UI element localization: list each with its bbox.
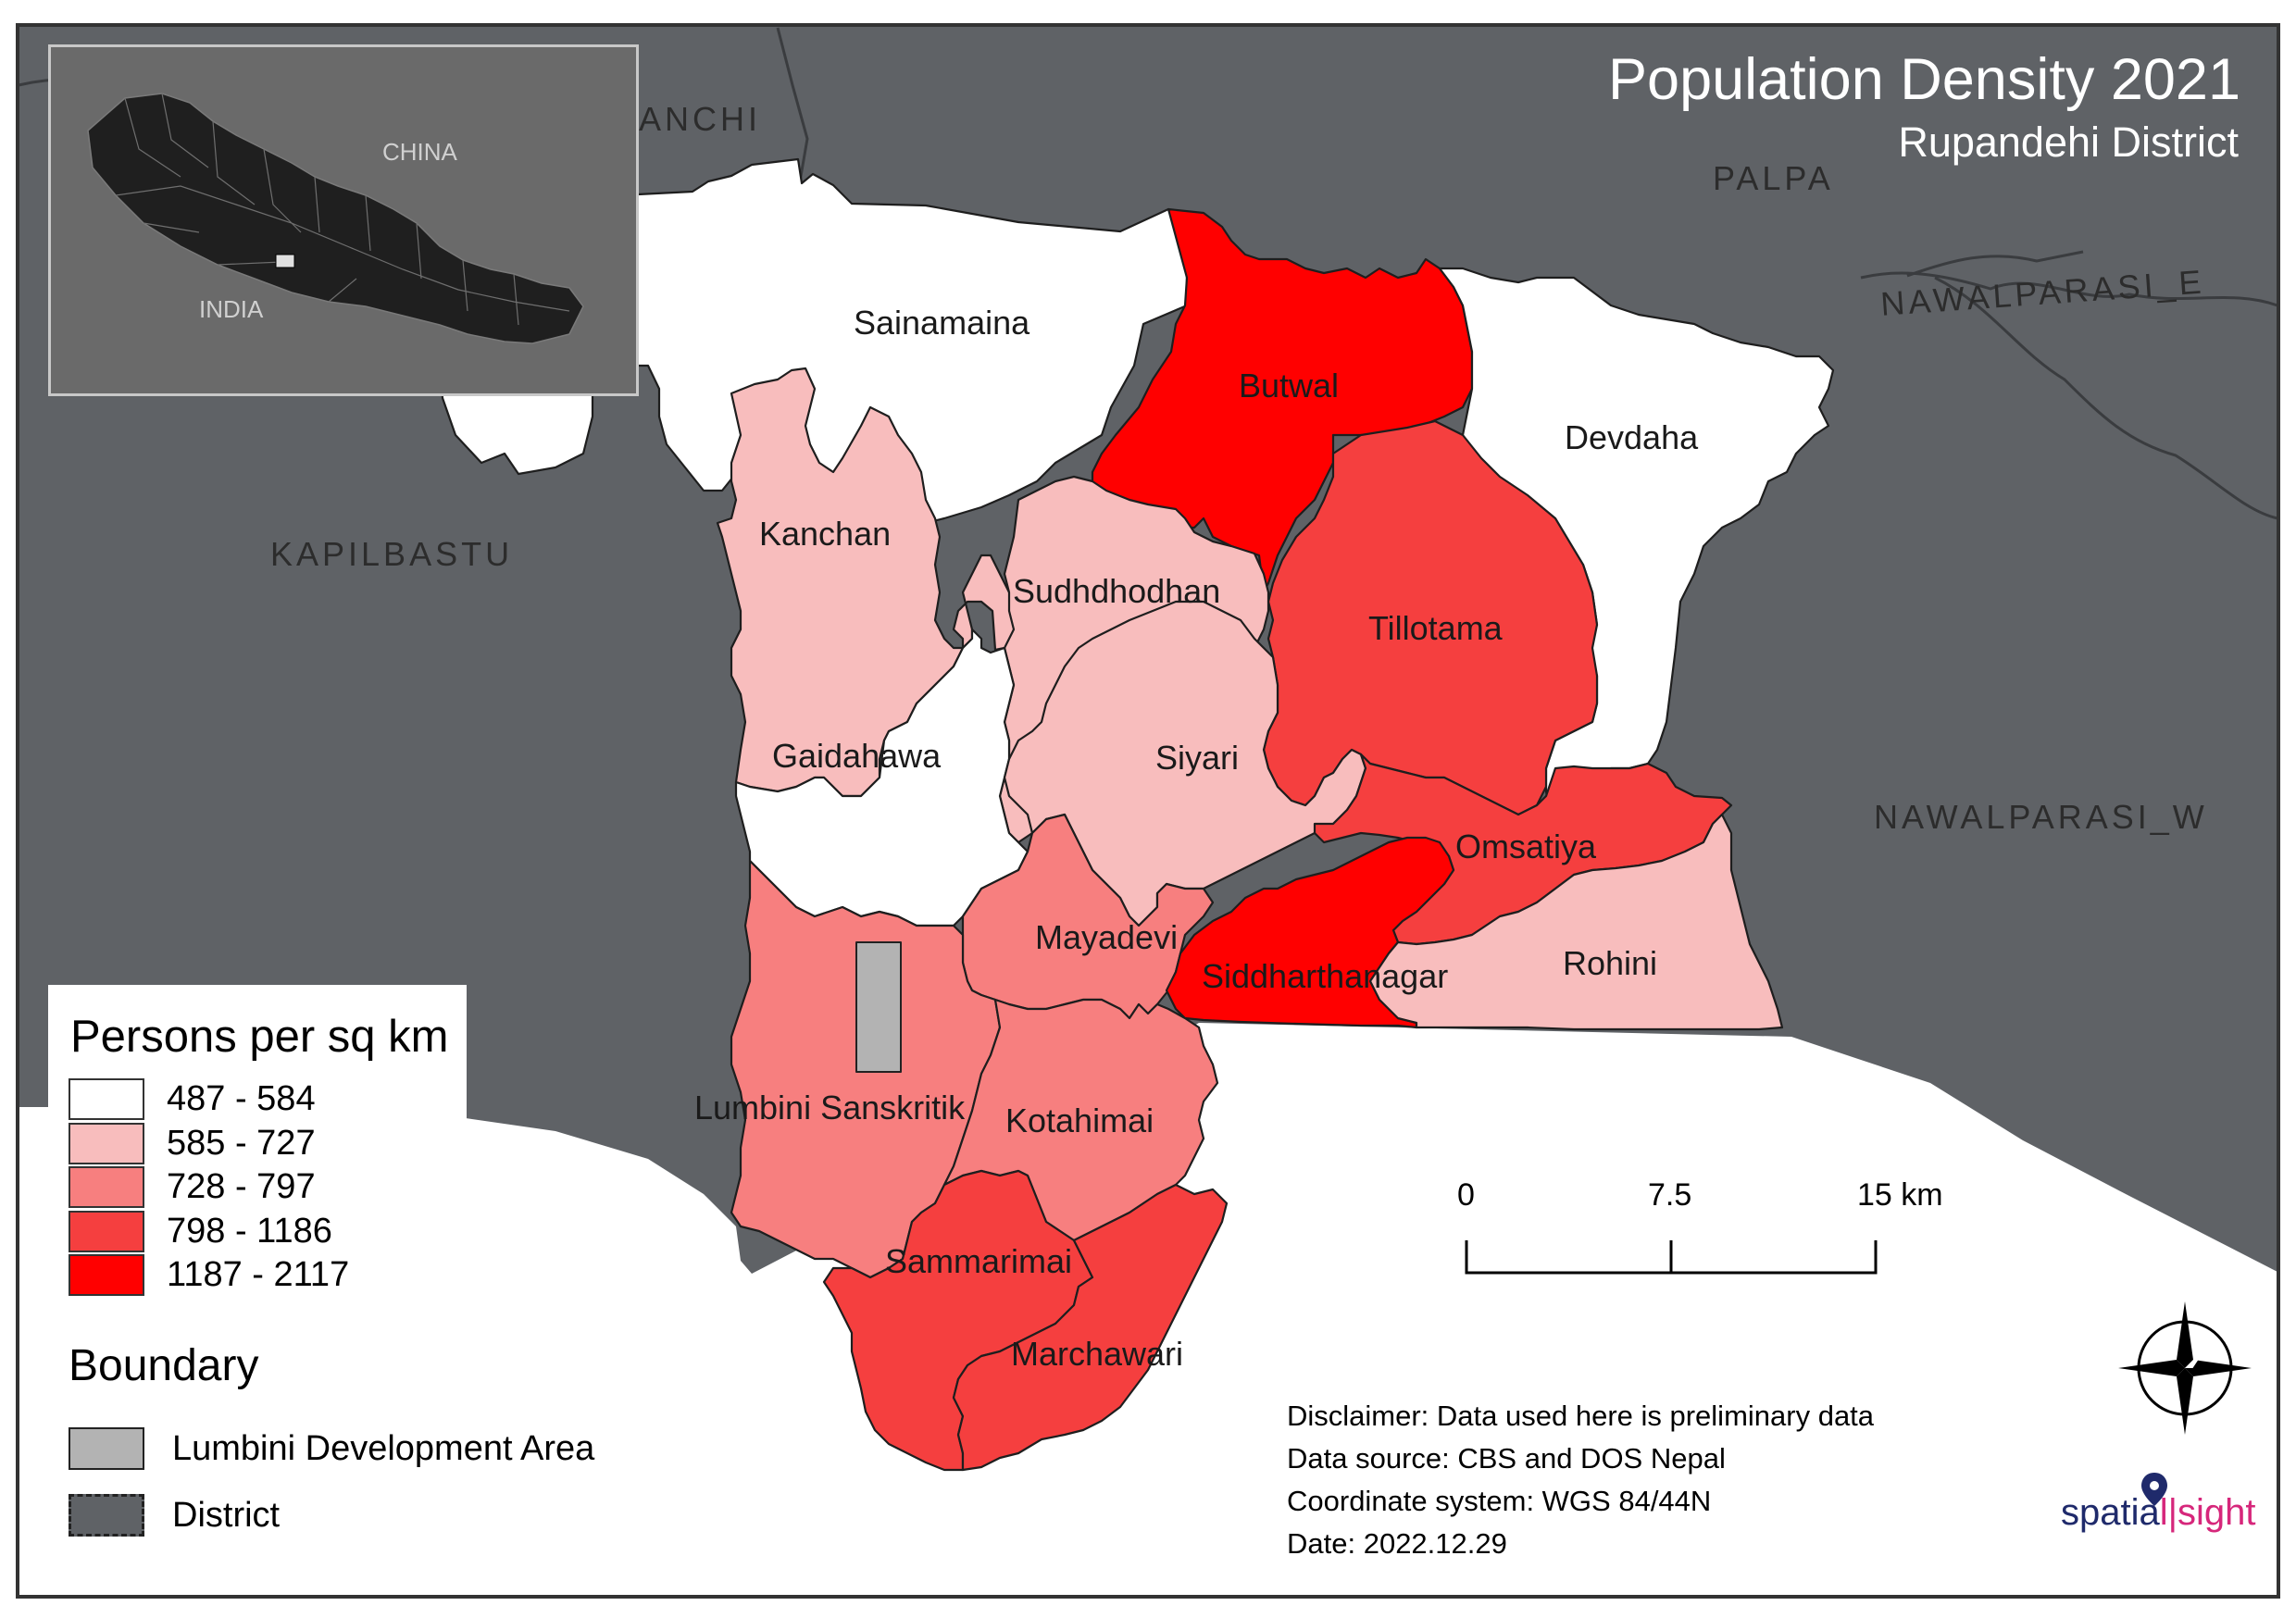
- legend-swatch: [69, 1122, 144, 1164]
- label-palpa: PALPA: [1713, 159, 1834, 197]
- label-nawalparasi-w: NAWALPARASI_W: [1874, 798, 2208, 836]
- label-marchawari: Marchawari: [1011, 1335, 1184, 1373]
- legend-row: 728 - 797: [69, 1165, 349, 1210]
- scale-label-end: 15 km: [1857, 1177, 1943, 1213]
- label-kapilbastu: KAPILBASTU: [270, 535, 514, 573]
- poly-rohini: [1368, 813, 1784, 1031]
- district-label: District: [172, 1495, 281, 1535]
- data-source-text: Data source: CBS and DOS Nepal: [1287, 1442, 1726, 1475]
- label-siyari: Siyari: [1155, 739, 1240, 777]
- poly-kanchan: [716, 367, 1020, 798]
- boundary-heading: Boundary: [69, 1341, 259, 1390]
- lumbini-area-swatch: [69, 1427, 144, 1470]
- nepal-outline: [87, 93, 584, 344]
- legend-label: 585 - 727: [167, 1123, 316, 1163]
- boundary-row-lumbini: Lumbini Development Area: [69, 1427, 594, 1470]
- label-devdaha: Devdaha: [1565, 418, 1699, 456]
- scale-bar: [1465, 1240, 1878, 1275]
- label-mayadevi: Mayadevi: [1035, 918, 1179, 956]
- label-arghakhanchi: ANCHI: [639, 100, 762, 138]
- map-title: Population Density 2021: [1608, 47, 2240, 112]
- district-swatch: [69, 1494, 144, 1537]
- legend-swatch: [69, 1254, 144, 1297]
- label-gaidahawa: Gaidahawa: [772, 737, 942, 775]
- inset-china-label: CHINA: [382, 138, 458, 166]
- legend-label: 728 - 797: [167, 1167, 316, 1207]
- label-omsatiya: Omsatiya: [1455, 828, 1597, 865]
- label-siddharthanagar: Siddharthanagar: [1202, 957, 1449, 995]
- legend-label: 798 - 1186: [167, 1211, 332, 1251]
- legend-heading: Persons per sq km: [70, 1012, 449, 1062]
- logo-divider: |: [2167, 1492, 2178, 1533]
- logo-text-3: sight: [2177, 1492, 2256, 1533]
- spatialsight-logo: spatial|sight: [2061, 1492, 2256, 1534]
- legend-swatch: [69, 1210, 144, 1252]
- disclaimer-text: Disclaimer: Data used here is preliminar…: [1287, 1400, 1875, 1432]
- density-legend: Persons per sq km 487 - 584 585 - 727 72…: [48, 985, 467, 1309]
- map-subtitle: Rupandehi District: [1898, 118, 2239, 166]
- date-text: Date: 2022.12.29: [1287, 1527, 1507, 1560]
- legend-rows: 487 - 584 585 - 727 728 - 797 798 - 1186…: [69, 1077, 349, 1298]
- legend-row: 585 - 727: [69, 1122, 349, 1166]
- rupandehi-municipalities-final: [417, 157, 1835, 1472]
- lumbini-area-label: Lumbini Development Area: [172, 1428, 595, 1468]
- poly-marchawari: [952, 1183, 1229, 1472]
- legend-row: 1187 - 2117: [69, 1253, 349, 1298]
- legend-label: 487 - 584: [167, 1079, 316, 1119]
- label-rohini: Rohini: [1563, 944, 1658, 982]
- boundary-row-district: District: [69, 1494, 280, 1537]
- label-tillotama: Tillotama: [1368, 609, 1503, 647]
- lumbini-development-area: [855, 941, 902, 1073]
- label-sudhdhodhan: Sudhdhodhan: [1013, 572, 1221, 610]
- rupandehi-locator-icon: [275, 254, 295, 268]
- legend-swatch: [69, 1078, 144, 1121]
- label-sammarimai: Sammarimai: [885, 1242, 1073, 1280]
- inset-map: CHINA INDIA: [48, 44, 639, 396]
- scale-label-0: 0: [1457, 1177, 1475, 1213]
- nepal-district-lines: [115, 93, 570, 326]
- label-butwal: Butwal: [1239, 367, 1340, 404]
- logo-text-2: l: [2159, 1492, 2168, 1533]
- inset-nepal-shape: CHINA INDIA: [87, 93, 584, 344]
- logo-text-1: spatia: [2061, 1492, 2160, 1533]
- label-sainamaina: Sainamaina: [854, 304, 1030, 342]
- inset-india-label: INDIA: [199, 295, 264, 323]
- coordinate-system-text: Coordinate system: WGS 84/44N: [1287, 1485, 1712, 1517]
- poly-siddharthanagar: [1165, 836, 1455, 1029]
- scale-label-mid: 7.5: [1648, 1177, 1692, 1213]
- legend-row: 487 - 584: [69, 1077, 349, 1122]
- legend-label: 1187 - 2117: [167, 1255, 350, 1295]
- poly-butwal: [1091, 207, 1474, 594]
- label-lumbini-sanskritik: Lumbini Sanskritik: [694, 1089, 966, 1126]
- label-kotahimai: Kotahimai: [1005, 1101, 1154, 1139]
- legend-swatch: [69, 1166, 144, 1209]
- label-kanchan: Kanchan: [759, 515, 892, 553]
- location-pin-icon: [2141, 1473, 2167, 1506]
- legend-row: 798 - 1186: [69, 1210, 349, 1254]
